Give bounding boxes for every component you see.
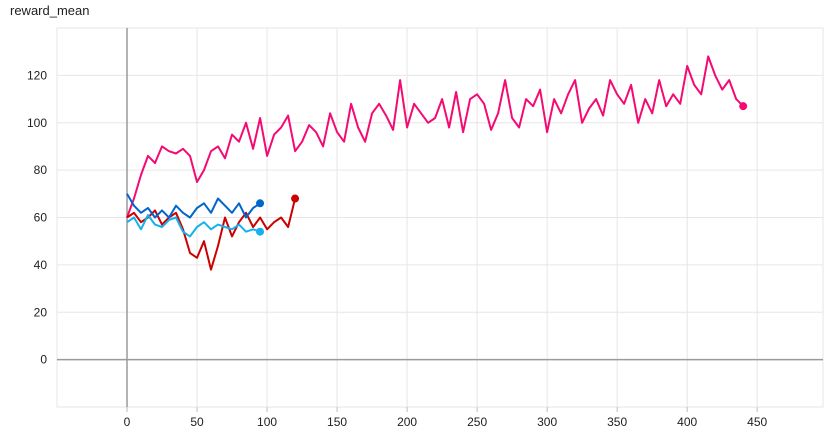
series-line-2 bbox=[126, 198, 297, 271]
x-tick-label: 100 bbox=[257, 415, 277, 429]
x-tick-label: 350 bbox=[607, 415, 627, 429]
y-tick-label: 120 bbox=[27, 68, 47, 82]
series-end-marker-2 bbox=[291, 194, 300, 203]
y-tick-label: 80 bbox=[34, 163, 48, 177]
y-tick-label: 60 bbox=[34, 211, 48, 225]
series-line-3 bbox=[126, 193, 261, 219]
x-tick-label: 250 bbox=[467, 415, 487, 429]
chart-title: reward_mean bbox=[10, 3, 90, 18]
series-line-4 bbox=[126, 214, 261, 238]
x-tick-label: 0 bbox=[124, 415, 131, 429]
x-tick-label: 400 bbox=[677, 415, 697, 429]
x-tick-label: 150 bbox=[327, 415, 347, 429]
y-tick-label: 100 bbox=[27, 116, 47, 130]
series-end-marker-1 bbox=[739, 102, 748, 111]
x-tick-label: 300 bbox=[537, 415, 557, 429]
series-end-marker-3 bbox=[256, 199, 265, 208]
y-tick-label: 0 bbox=[40, 353, 47, 367]
x-tick-label: 50 bbox=[190, 415, 204, 429]
y-tick-label: 40 bbox=[34, 258, 48, 272]
x-tick-label: 200 bbox=[397, 415, 417, 429]
y-tick-label: 20 bbox=[34, 305, 48, 319]
x-tick-label: 450 bbox=[747, 415, 767, 429]
series-line-1 bbox=[126, 55, 744, 218]
series-end-marker-4 bbox=[256, 227, 265, 236]
